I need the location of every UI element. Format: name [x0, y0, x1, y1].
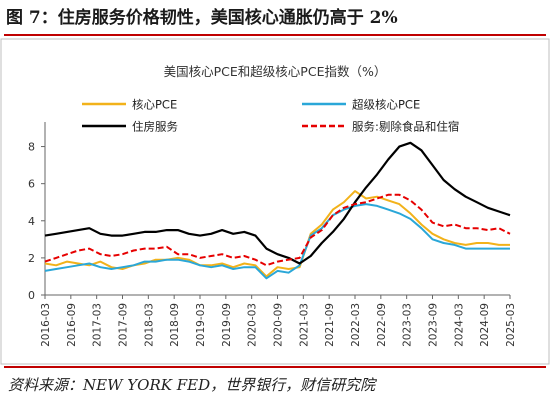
- chart-container: 美国核心PCE和超级核心PCE指数（%） 核心PCE 超级核心PCE 住房服务 服务:…: [0, 38, 550, 365]
- x-tick-label: 2018-09: [169, 303, 181, 347]
- series-line-2: [44, 203, 510, 280]
- x-tick-label: 2021-09: [324, 303, 336, 347]
- source-divider: [4, 366, 546, 368]
- y-tick-label: 8: [28, 141, 35, 154]
- y-tick-label: 0: [28, 289, 35, 302]
- y-axis: 0 2 4 6 8: [28, 122, 46, 302]
- plot-area: [44, 141, 511, 280]
- x-tick-label: 2016-03: [40, 303, 52, 347]
- x-tick-label: 2019-03: [195, 303, 207, 347]
- x-tick-label: 2024-09: [479, 303, 491, 347]
- y-tick-label: 2: [28, 252, 35, 265]
- x-tick-label: 2017-03: [92, 303, 104, 347]
- series-line-3: [44, 141, 511, 265]
- x-tick-label: 2020-09: [273, 303, 285, 347]
- legend-label-2: 超级核心PCE: [352, 98, 420, 112]
- y-tick-label: 6: [28, 178, 35, 191]
- x-tick-label: 2022-03: [350, 303, 362, 347]
- y-tick-label: 4: [28, 215, 35, 228]
- series-line-4: [44, 193, 511, 267]
- chart-svg: 美国核心PCE和超级核心PCE指数（%） 核心PCE 超级核心PCE 住房服务 服务:…: [0, 38, 550, 365]
- x-tick-label: 2019-09: [221, 303, 233, 347]
- x-tick-label: 2023-09: [428, 303, 440, 347]
- chart-title: 美国核心PCE和超级核心PCE指数（%）: [164, 64, 387, 79]
- x-tick-label: 2018-03: [143, 303, 155, 347]
- x-tick-label: 2024-03: [453, 303, 465, 347]
- source-note: 资料来源：NEW YORK FED，世界银行，财信研究院: [8, 376, 376, 394]
- x-tick-label: 2020-03: [247, 303, 259, 347]
- title-divider: [4, 34, 546, 36]
- chart-frame: [0, 38, 550, 365]
- series-line-1: [44, 190, 510, 278]
- figure-title: 图 7：住房服务价格韧性，美国核心通胀仍高于 2%: [6, 8, 398, 28]
- legend: 核心PCE 超级核心PCE 住房服务 服务:剔除食品和住宿: [82, 98, 459, 134]
- x-tick-label: 2023-03: [402, 303, 414, 347]
- x-tick-label: 2022-09: [376, 303, 388, 347]
- x-tick-label: 2021-03: [298, 303, 310, 347]
- legend-label-3: 住房服务: [132, 120, 178, 134]
- x-axis: 2016-03 2016-09 2017-03 2017-09 2018-03 2018-…: [40, 294, 517, 347]
- legend-label-1: 核心PCE: [132, 98, 177, 112]
- x-tick-label: 2025-03: [505, 303, 517, 347]
- legend-label-4: 服务:剔除食品和住宿: [352, 120, 459, 134]
- x-tick-label: 2017-09: [118, 303, 130, 347]
- x-tick-label: 2016-09: [66, 303, 78, 347]
